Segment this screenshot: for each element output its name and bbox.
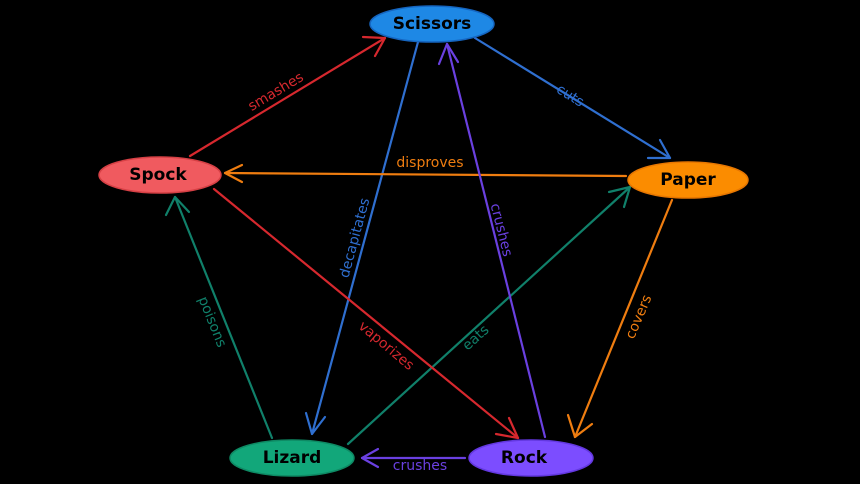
edge-rock-crushes-lizard xyxy=(360,447,467,469)
edge-scissors-cuts-paper xyxy=(473,36,672,160)
node-paper-label: Paper xyxy=(660,170,716,190)
node-spock-label: Spock xyxy=(129,165,187,185)
edge-rock-crushes-scissors xyxy=(437,42,547,439)
node-scissors-shape xyxy=(369,5,495,43)
node-paper-shape xyxy=(627,161,749,199)
node-lizard: Lizard xyxy=(229,439,355,477)
edge-scissors-decapitates-lizard xyxy=(304,40,420,436)
node-rock: Rock xyxy=(468,439,594,477)
node-spock-shape xyxy=(98,156,222,194)
edge-paper-disproves-spock xyxy=(223,163,628,184)
node-rock-shape xyxy=(468,439,594,477)
node-lizard-label: Lizard xyxy=(263,448,322,468)
edge-label-disproves: disproves xyxy=(396,155,463,171)
edge-paper-covers-rock xyxy=(566,198,674,439)
edge-lizard-eats-paper xyxy=(346,185,632,446)
node-scissors: Scissors xyxy=(369,5,495,43)
edge-label-rock-crushes-lizard: crushes xyxy=(393,458,447,474)
edge-lizard-poisons-spock xyxy=(164,195,274,440)
node-paper: Paper xyxy=(627,161,749,199)
node-rock-label: Rock xyxy=(501,448,548,468)
node-scissors-label: Scissors xyxy=(393,14,472,34)
edge-spock-vaporizes-rock xyxy=(212,187,520,440)
edge-spock-smashes-scissors xyxy=(188,35,387,158)
node-spock: Spock xyxy=(98,156,222,194)
node-lizard-shape xyxy=(229,439,355,477)
